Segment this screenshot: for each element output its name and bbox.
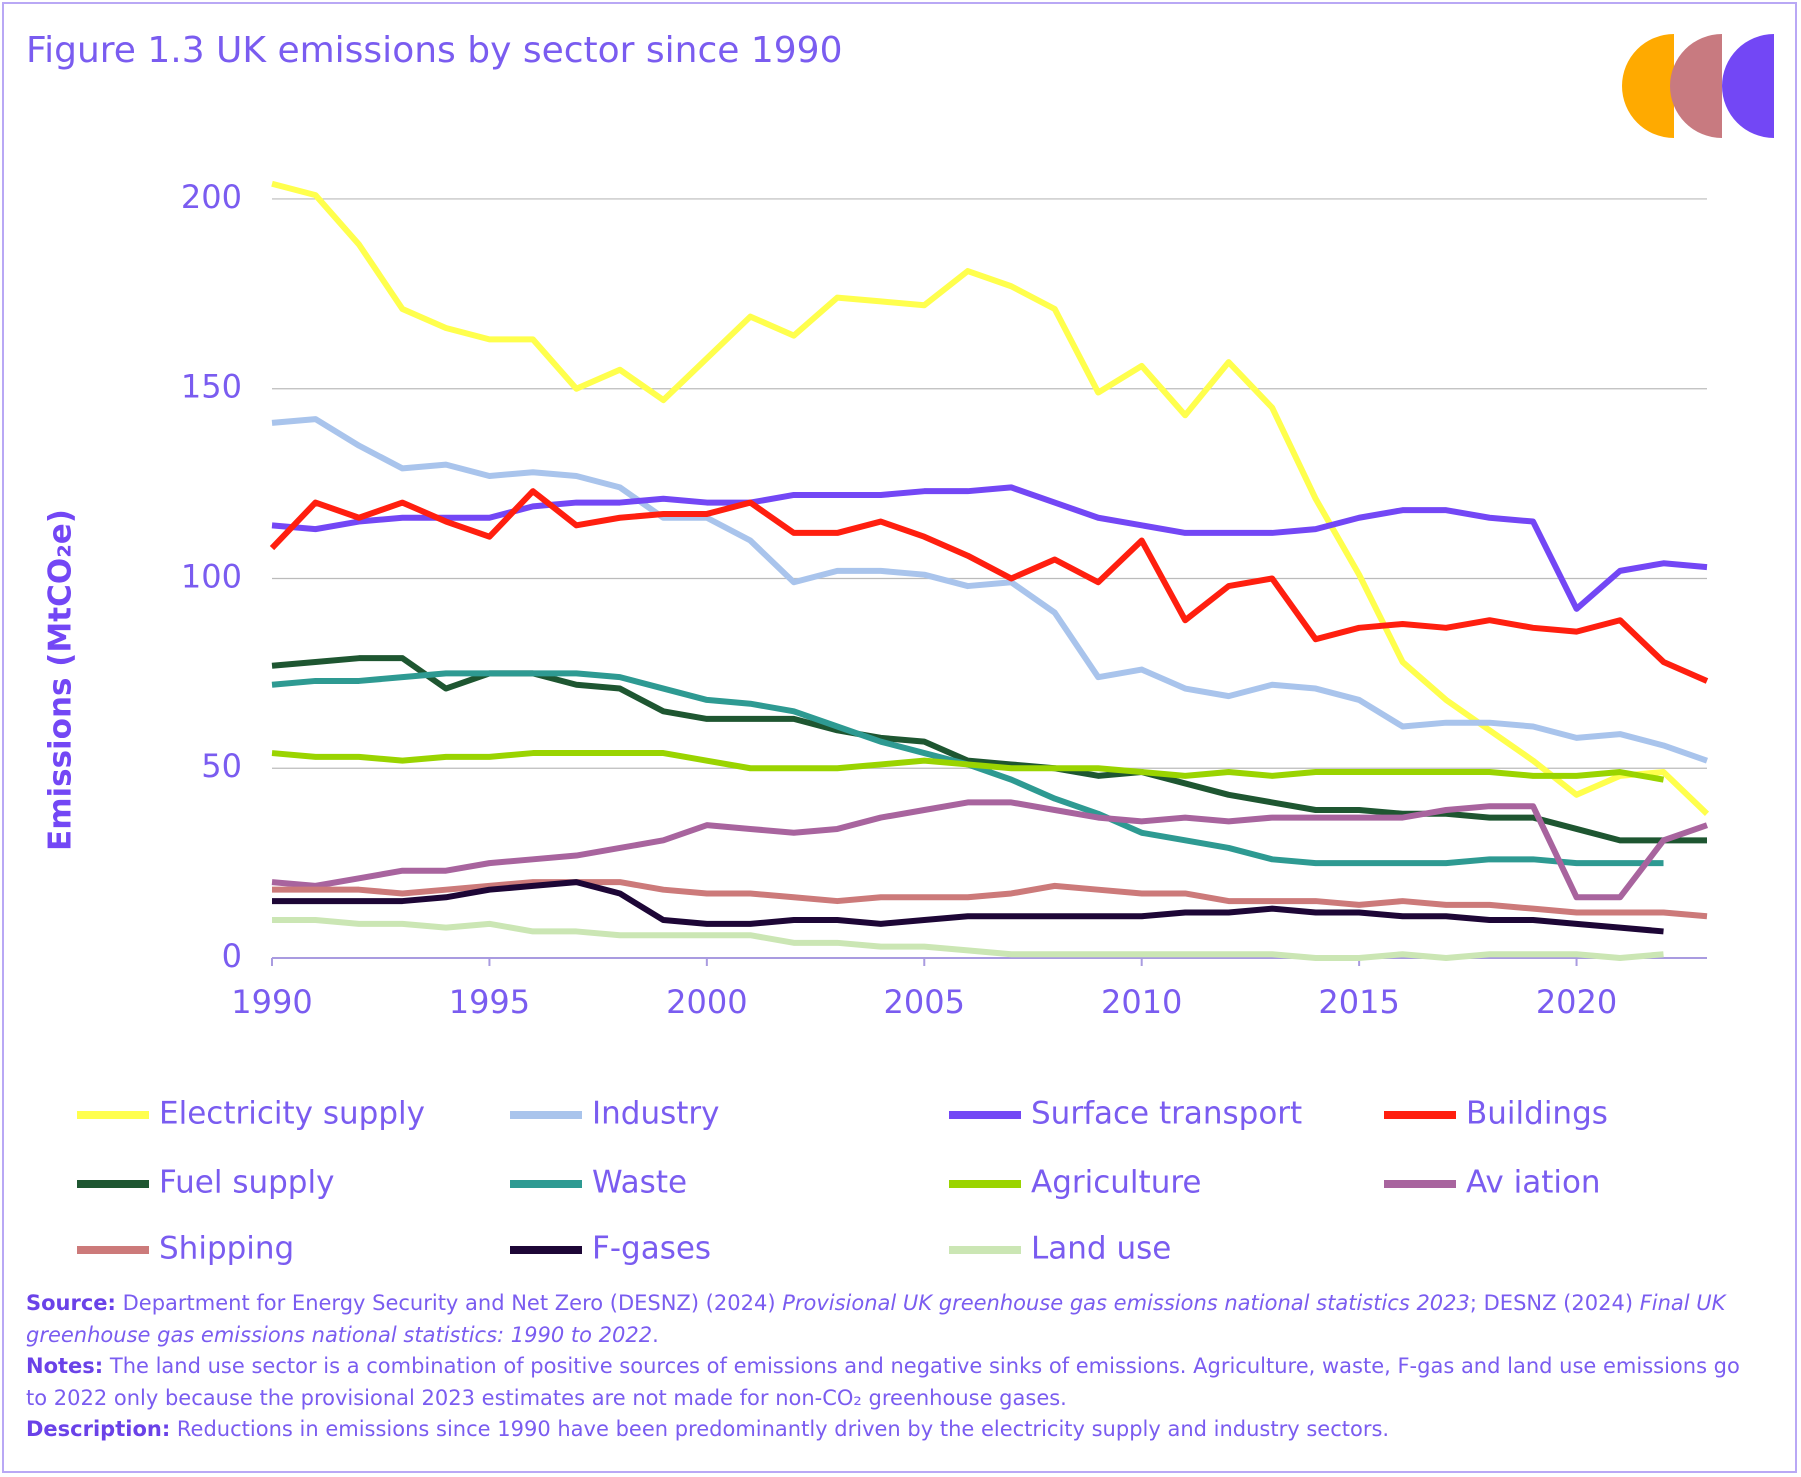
legend-label: Agriculture xyxy=(1031,1165,1202,1201)
x-tick-label: 2015 xyxy=(1318,983,1399,1021)
x-tick-label: 2010 xyxy=(1101,983,1182,1021)
source-title: Final UK greenhouse gas emissions nation… xyxy=(26,1291,1726,1347)
legend-label: Land use xyxy=(1031,1231,1171,1267)
series-line xyxy=(271,799,1708,901)
legend-label: Buildings xyxy=(1466,1096,1608,1132)
x-tick-label: 1990 xyxy=(231,983,312,1021)
y-tick-label: 0 xyxy=(222,937,242,975)
notes-para: Notes: The land use sector is a combinat… xyxy=(26,1351,1766,1414)
source-text: Department for Energy Security and Net Z… xyxy=(115,1291,783,1315)
source: Source: Department for Energy Security a… xyxy=(26,1288,1766,1351)
legend-label: Electricity supply xyxy=(159,1096,425,1132)
legend-label: Av iation xyxy=(1466,1165,1601,1201)
y-tick-label: 100 xyxy=(181,557,242,595)
series-line xyxy=(269,488,1709,684)
logo xyxy=(1622,34,1774,138)
legend-label: Surface transport xyxy=(1031,1096,1302,1132)
y-tick-label: 150 xyxy=(181,368,242,406)
description-label: Description: xyxy=(26,1417,171,1441)
legend-label: Fuel supply xyxy=(159,1165,334,1201)
x-tick-label: 2020 xyxy=(1536,983,1617,1021)
y-tick-label: 50 xyxy=(201,747,242,785)
chart: Figure 1.3 UK emissions by sector since … xyxy=(26,30,1774,1267)
series-line xyxy=(271,484,1708,612)
legend-label: Waste xyxy=(592,1165,687,1201)
x-tick-label: 1995 xyxy=(449,983,530,1021)
series-line xyxy=(272,917,1664,961)
source-title: Provisional UK greenhouse gas emissions … xyxy=(782,1291,1470,1315)
series-line xyxy=(271,416,1708,764)
series-line xyxy=(272,879,1708,920)
series-line xyxy=(271,180,1710,816)
x-tick-label: 2005 xyxy=(884,983,965,1021)
description-text: Reductions in emissions since 1990 have … xyxy=(170,1417,1390,1441)
series-line xyxy=(271,750,1665,783)
chart-title: Figure 1.3 UK emissions by sector since … xyxy=(26,30,843,71)
notes: Source: Department for Energy Security a… xyxy=(26,1288,1766,1446)
y-axis-label: Emissions (MtCO₂e) xyxy=(43,509,79,851)
source-label: Source: xyxy=(26,1291,116,1315)
series-line xyxy=(272,879,1664,935)
notes-text: The land use sector is a combination of … xyxy=(26,1354,1740,1410)
source-text: . xyxy=(652,1322,659,1347)
notes-label: Notes: xyxy=(26,1354,104,1378)
legend-label: Industry xyxy=(592,1096,720,1132)
x-tick-label: 2000 xyxy=(666,983,747,1021)
legend-label: F-gases xyxy=(592,1231,711,1267)
y-tick-label: 200 xyxy=(181,178,242,216)
legend-label: Shipping xyxy=(159,1231,294,1267)
series-line xyxy=(271,655,1707,844)
description: Description: Reductions in emissions sin… xyxy=(26,1414,1766,1446)
source-text: ; DESNZ (2024) xyxy=(1469,1291,1640,1315)
